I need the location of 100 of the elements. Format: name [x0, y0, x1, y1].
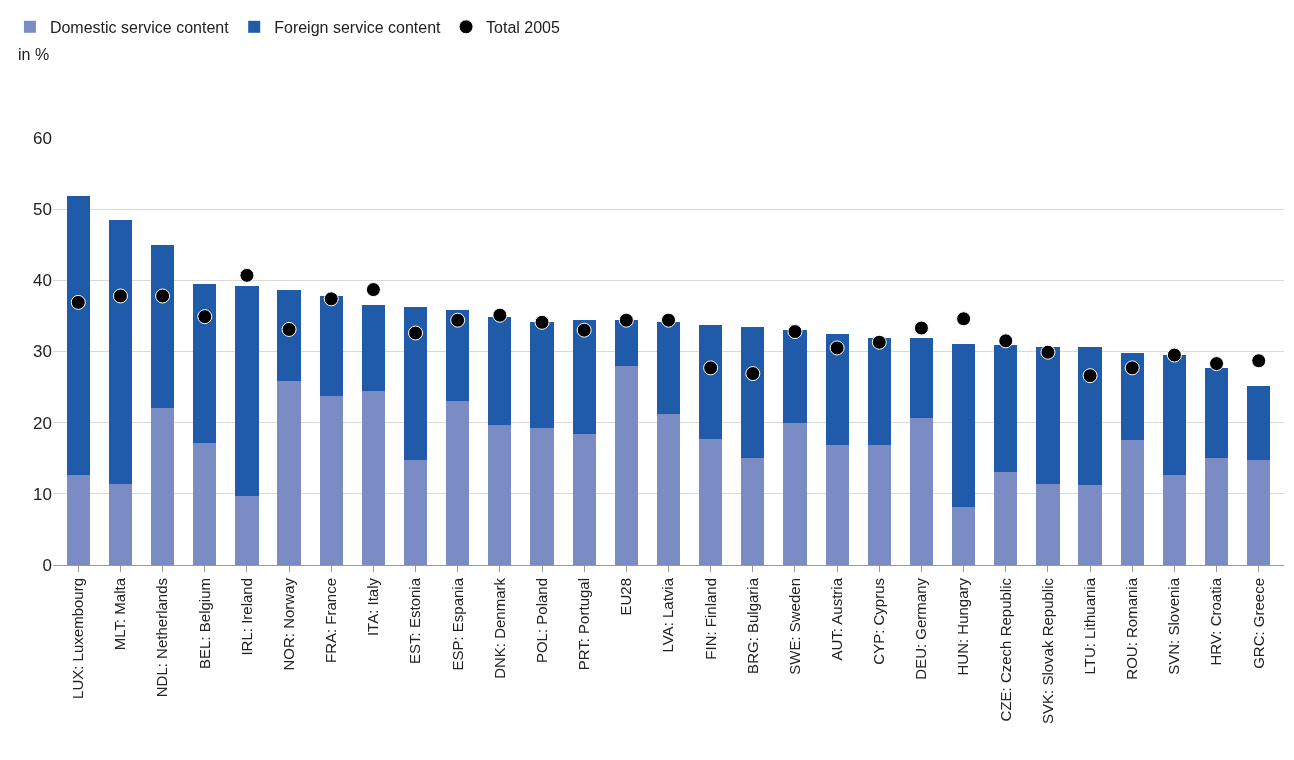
- x-tick-label: LVA: Latvia: [659, 577, 677, 653]
- bar: [909, 418, 934, 565]
- bar: [446, 309, 470, 401]
- x-tick-label: PRT: Portugal: [575, 578, 593, 671]
- x-tick-label: ROU: Romania: [1123, 577, 1141, 680]
- bar: [193, 442, 217, 565]
- x-tick-label: HUN: Hungary: [954, 577, 972, 676]
- bar: [66, 475, 90, 565]
- x-tick-label: ESP: Espania: [448, 577, 466, 671]
- point: [913, 320, 929, 336]
- point: [1166, 347, 1182, 363]
- x-tick-label: CZE: Czech Republic: [996, 577, 1014, 722]
- bar: [1120, 352, 1144, 441]
- bar: [66, 196, 90, 476]
- bar: [193, 283, 217, 443]
- bar: [1036, 483, 1060, 565]
- bar: [1204, 367, 1229, 458]
- bar: [319, 395, 343, 565]
- point: [576, 322, 592, 338]
- point: [787, 324, 803, 340]
- x-tick-label: MLT: Malta: [111, 577, 129, 651]
- point: [1040, 344, 1056, 360]
- x-tick-label: SVN: Slovenia: [1165, 577, 1183, 675]
- bar: [530, 427, 554, 565]
- bar: [277, 381, 301, 565]
- bar: [614, 320, 638, 367]
- bar: [108, 219, 133, 484]
- y-tick-label: 40: [33, 271, 52, 291]
- point: [1209, 356, 1225, 372]
- bar: [783, 422, 807, 565]
- x-tick-label: DEU: Germany: [912, 577, 930, 680]
- bar: [235, 286, 259, 496]
- point: [703, 360, 719, 376]
- x-tick-label: FRA: France: [322, 578, 340, 664]
- point: [871, 334, 887, 350]
- bar: [1078, 485, 1102, 565]
- x-tick-label: HRV: Croatia: [1207, 577, 1225, 666]
- point: [112, 288, 128, 304]
- bar: [488, 424, 512, 565]
- x-tick-label: BEL: Belgium: [195, 578, 213, 669]
- x-tick-label: IRL: Ireland: [237, 578, 255, 656]
- point: [829, 340, 845, 356]
- x-tick-label: NOR: Norway: [279, 577, 297, 671]
- x-tick-label: EU28: [617, 578, 635, 616]
- point: [998, 333, 1014, 349]
- point: [450, 312, 466, 328]
- bar: [1247, 385, 1271, 460]
- x-tick-label: LTU: Lithuania: [1080, 577, 1098, 675]
- bar: [1078, 347, 1102, 486]
- point: [618, 312, 634, 328]
- x-tick-label: SWE: Sweden: [785, 578, 803, 675]
- point: [1124, 360, 1140, 376]
- bar: [572, 434, 596, 565]
- bar: [952, 344, 976, 507]
- bar: [952, 506, 976, 565]
- bar: [994, 472, 1018, 565]
- bar: [1120, 440, 1144, 565]
- bar: [1036, 347, 1060, 484]
- point: [281, 321, 297, 337]
- legend-label: Foreign service content: [274, 19, 442, 37]
- x-tick-label: DNK: Denmark: [490, 577, 508, 679]
- x-tick-label: ITA: Italy: [364, 577, 382, 637]
- point: [197, 309, 213, 325]
- bar: [656, 414, 681, 565]
- bar: [530, 321, 554, 428]
- legend-label: Total 2005: [486, 19, 560, 37]
- x-tick-label: FIN: Finland: [701, 578, 719, 660]
- bar: [319, 295, 343, 396]
- bar: [699, 325, 723, 440]
- bar: [994, 345, 1018, 473]
- bar: [783, 330, 807, 423]
- y-tick-label: 10: [33, 484, 52, 504]
- point: [70, 294, 86, 310]
- point: [1251, 353, 1267, 369]
- point: [323, 291, 339, 307]
- y-tick-label: 60: [33, 128, 52, 148]
- bar: [488, 316, 512, 425]
- bar: [277, 289, 301, 382]
- bar: [1162, 355, 1186, 475]
- x-tick-label: GRC: Greece: [1249, 578, 1267, 669]
- point: [1082, 368, 1098, 384]
- bar: [909, 337, 934, 419]
- point: [492, 307, 508, 323]
- x-tick-label: EST: Estonia: [406, 577, 424, 664]
- bar: [741, 326, 765, 458]
- x-tick-label: LUX: Luxembourg: [69, 578, 87, 699]
- bar: [151, 244, 175, 409]
- x-tick-label: AUT: Austria: [828, 577, 846, 661]
- bar: [614, 366, 638, 565]
- point: [239, 267, 255, 283]
- bar: [1204, 457, 1229, 565]
- bar: [361, 304, 385, 392]
- x-tick-label: POL: Poland: [532, 578, 550, 664]
- point: [155, 288, 171, 304]
- bar: [825, 334, 849, 446]
- bar: [699, 439, 723, 565]
- y-axis-title: in %: [18, 46, 50, 63]
- bar: [1162, 474, 1186, 565]
- bar: [1247, 459, 1271, 565]
- point: [408, 325, 424, 341]
